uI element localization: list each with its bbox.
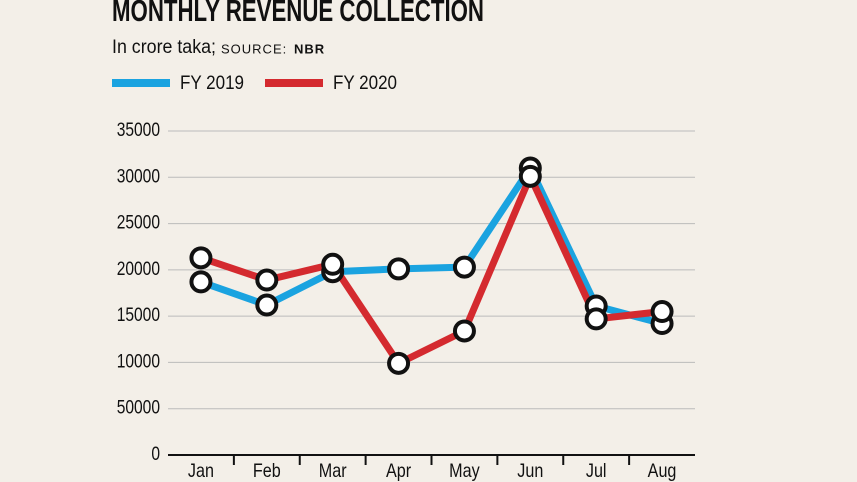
x-tick-label: Jan [188,460,214,482]
point-marker [584,307,608,331]
point-marker [452,319,476,343]
y-tick-label: 10000 [117,350,160,372]
y-tick-label: 50000 [117,396,160,418]
y-tick-label: 25000 [117,211,160,233]
source: NBR [294,41,325,56]
x-tick-label: Apr [386,460,411,482]
point-marker [189,246,213,270]
x-tick-label: Aug [648,460,677,482]
legend-label: FY 2020 [333,73,397,94]
point-marker [189,270,213,294]
chart-title: MONTHLY REVENUE COLLECTION [112,0,484,28]
point-marker [387,257,411,281]
x-tick-label: Jul [586,460,607,482]
y-tick-label: 30000 [117,165,160,187]
y-tick-label: 15000 [117,304,160,326]
point-marker [452,255,476,279]
x-tick-label: May [449,460,480,482]
source-label: SOURCE: [221,41,287,56]
y-tick-label: 0 [151,443,160,465]
point-marker [518,164,542,188]
y-tick-label: 20000 [117,257,160,279]
subtitle: In crore taka; [112,37,216,58]
x-tick-label: Jun [517,460,543,482]
x-tick-label: Mar [319,460,347,482]
x-tick-label: Feb [253,460,281,482]
point-marker [321,252,345,276]
point-marker [255,293,279,317]
y-tick-label: 35000 [117,119,160,141]
legend-label: FY 2019 [180,73,244,94]
point-marker [387,351,411,375]
point-marker [650,300,674,324]
series-line [199,164,663,327]
point-marker [255,268,279,292]
